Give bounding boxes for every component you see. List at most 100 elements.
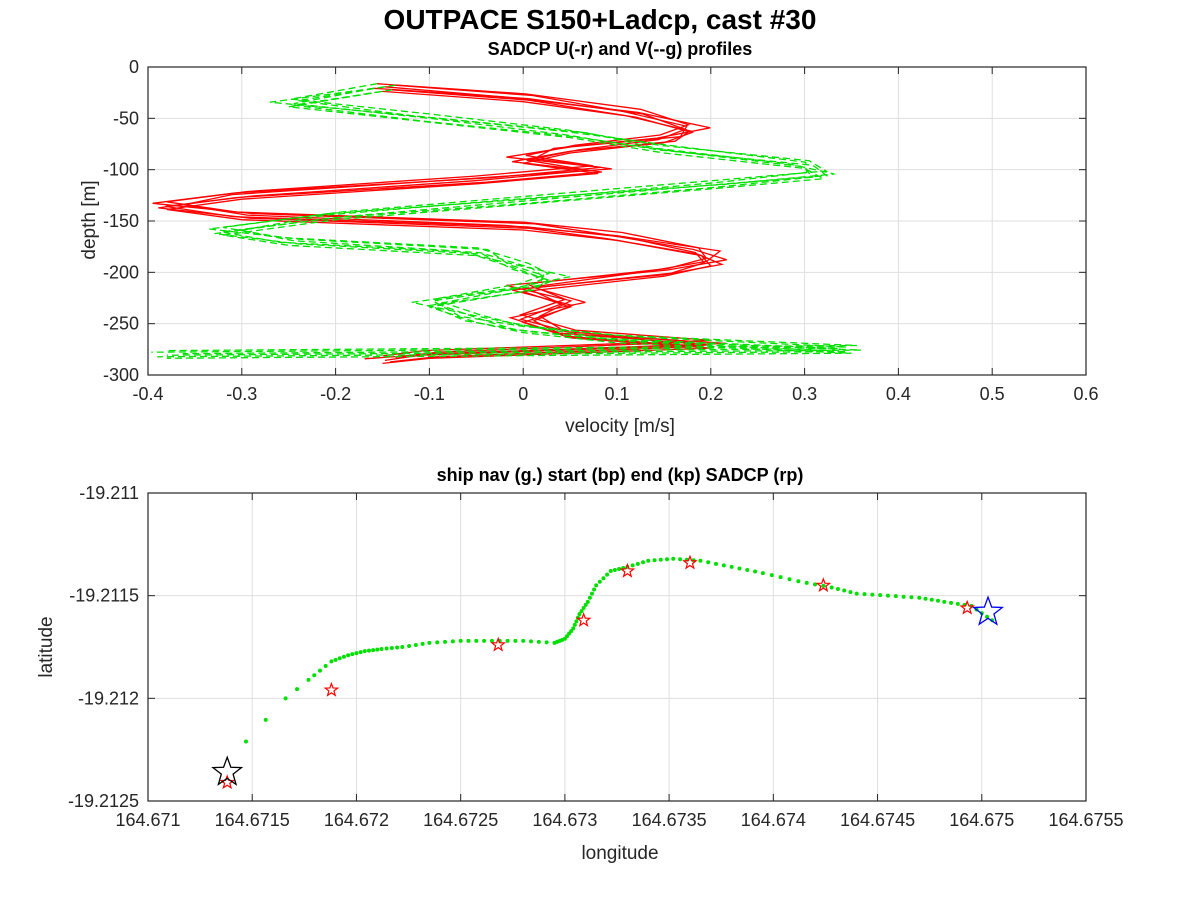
nav-point xyxy=(885,593,890,598)
profile-series-group xyxy=(151,83,861,365)
nav-point xyxy=(400,645,405,649)
nav-y-tick-label: -19.2115 xyxy=(69,586,139,606)
nav-point xyxy=(955,601,960,606)
nav-point xyxy=(458,638,463,643)
nav-title: ship nav (g.) start (bp) end (kp) SADCP … xyxy=(437,465,804,485)
nav-point xyxy=(489,638,494,643)
nav-point xyxy=(592,587,597,592)
nav-point xyxy=(283,696,288,701)
nav-point xyxy=(706,560,711,565)
nav-point xyxy=(420,641,425,646)
profile-y-tick-label: -150 xyxy=(103,211,139,231)
nav-point xyxy=(612,568,617,572)
nav-point xyxy=(923,596,928,601)
nav-point xyxy=(263,717,268,722)
profile-x-tick-label: -0.4 xyxy=(132,384,163,404)
nav-point xyxy=(395,645,400,650)
profile-x-tick-label: 0.4 xyxy=(886,384,911,404)
nav-point xyxy=(745,568,750,572)
nav-point xyxy=(513,638,518,643)
nav-point xyxy=(641,560,646,565)
sadcp-star-marker xyxy=(682,554,698,570)
nav-point xyxy=(362,649,367,654)
profile-y-tick-label: -100 xyxy=(103,160,139,180)
profile-y-tick-label: -200 xyxy=(103,262,139,282)
nav-point xyxy=(942,599,947,604)
nav-point xyxy=(333,657,338,662)
nav-x-tick-label: 164.6715 xyxy=(215,810,290,830)
nav-point xyxy=(389,646,394,651)
profile-y-tick-label: -300 xyxy=(103,365,139,385)
v-velocity-line xyxy=(167,83,857,352)
nav-point xyxy=(936,598,941,603)
nav-point xyxy=(601,576,606,581)
nav-point xyxy=(521,638,526,643)
profile-y-tick-label: 0 xyxy=(129,57,139,77)
nav-point xyxy=(375,647,380,652)
nav-point xyxy=(312,673,317,678)
nav-point xyxy=(435,640,440,645)
nav-point xyxy=(589,591,594,596)
nav-point xyxy=(652,558,657,563)
nav-point xyxy=(594,583,599,588)
nav-point xyxy=(371,648,376,653)
nav-point xyxy=(698,558,703,563)
nav-point xyxy=(323,663,328,668)
nav-point xyxy=(581,605,586,610)
nav-point xyxy=(574,619,579,624)
nav-point xyxy=(358,650,363,655)
nav-point xyxy=(796,579,801,584)
nav-y-tick-label: -19.211 xyxy=(79,483,139,503)
nav-point xyxy=(384,646,389,651)
nav-point xyxy=(505,638,510,643)
nav-point xyxy=(585,599,590,604)
nav-y-tick-label: -19.2125 xyxy=(68,791,139,811)
sadcp-star-marker xyxy=(219,774,236,790)
nav-x-tick-label: 164.671 xyxy=(115,810,180,830)
nav-point xyxy=(346,653,351,658)
nav-point xyxy=(366,648,371,653)
nav-point xyxy=(536,639,541,644)
nav-point xyxy=(354,651,359,656)
nav-point xyxy=(646,558,651,563)
nav-point xyxy=(829,585,834,590)
nav-point xyxy=(870,592,875,597)
nav-point xyxy=(306,677,311,682)
nav-x-tick-label: 164.674 xyxy=(741,810,806,830)
nav-point xyxy=(862,592,867,597)
profile-x-tick-label: -0.2 xyxy=(320,384,351,404)
nav-point xyxy=(729,564,734,569)
nav-point xyxy=(605,572,610,577)
nav-point xyxy=(608,569,613,574)
nav-point xyxy=(893,594,898,599)
start-star-marker xyxy=(971,595,1005,626)
v-velocity-line xyxy=(166,87,861,356)
v-velocity-line xyxy=(166,90,852,359)
profile-x-tick-label: -0.3 xyxy=(226,384,257,404)
nav-x-tick-label: 164.6725 xyxy=(423,810,498,830)
nav-point xyxy=(678,557,683,562)
nav-point xyxy=(597,579,602,584)
nav-point xyxy=(821,583,826,588)
nav-point xyxy=(671,556,676,561)
nav-point xyxy=(635,561,640,566)
nav-point xyxy=(714,561,719,566)
profile-x-tick-label: 0.3 xyxy=(792,384,817,404)
nav-axes-frame xyxy=(147,492,1087,802)
nav-x-axis-label: longitude xyxy=(581,843,658,864)
end-star-marker xyxy=(211,755,244,786)
u-velocity-line xyxy=(166,83,712,357)
nav-point xyxy=(329,659,334,664)
profile-x-tick-label: -0.1 xyxy=(414,384,445,404)
profile-x-tick-label: 0.5 xyxy=(980,384,1005,404)
nav-point xyxy=(544,640,549,645)
nav-y-axis-label: latitude xyxy=(36,616,57,677)
nav-x-tick-label: 164.6755 xyxy=(1048,810,1123,830)
sadcp-star-marker xyxy=(323,681,340,697)
nav-x-tick-label: 164.675 xyxy=(949,810,1014,830)
nav-point xyxy=(787,577,792,582)
nav-point xyxy=(835,586,840,591)
nav-point xyxy=(482,638,487,643)
u-velocity-line xyxy=(152,84,727,358)
